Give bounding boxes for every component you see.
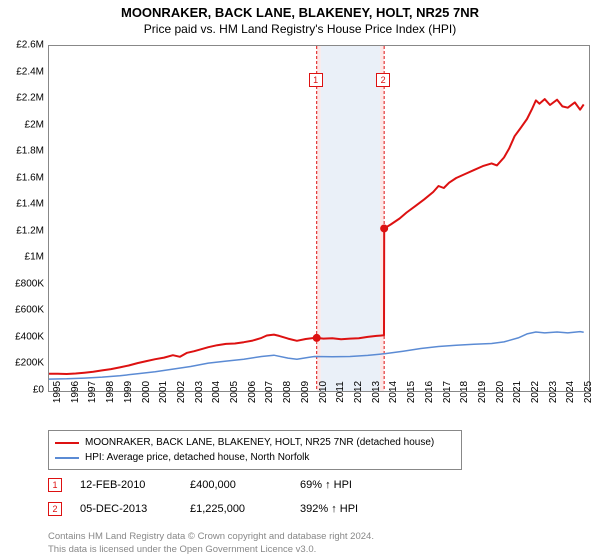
y-axis-tick-label: £1.2M (16, 225, 44, 236)
x-axis-tick-label: 1997 (87, 381, 98, 403)
x-axis-tick-label: 2013 (371, 381, 382, 403)
x-axis-tick-label: 2022 (530, 381, 541, 403)
y-axis-tick-label: £600K (15, 305, 44, 316)
x-axis-tick-label: 2021 (512, 381, 523, 403)
y-axis-tick-label: £0 (33, 385, 44, 396)
x-axis-tick-label: 1995 (52, 381, 63, 403)
chart-marker-icon: 1 (309, 73, 323, 87)
legend-item: HPI: Average price, detached house, Nort… (55, 450, 455, 465)
x-axis-tick-label: 2012 (353, 381, 364, 403)
plot-area (48, 45, 590, 392)
sale-price: £400,000 (190, 479, 300, 491)
x-axis-tick-label: 2023 (548, 381, 559, 403)
sale-marker-icon: 1 (48, 478, 62, 492)
y-axis-tick-label: £2.6M (16, 40, 44, 51)
x-axis-tick-label: 2009 (300, 381, 311, 403)
x-axis-tick-label: 2014 (388, 381, 399, 403)
x-axis-tick-label: 2020 (495, 381, 506, 403)
chart-subtitle: Price paid vs. HM Land Registry's House … (0, 20, 600, 40)
legend: MOONRAKER, BACK LANE, BLAKENEY, HOLT, NR… (48, 430, 462, 470)
footer-line: Contains HM Land Registry data © Crown c… (48, 531, 374, 543)
x-axis-tick-label: 2024 (565, 381, 576, 403)
footer-line: This data is licensed under the Open Gov… (48, 544, 374, 556)
y-axis-tick-label: £800K (15, 278, 44, 289)
x-axis-tick-label: 2005 (229, 381, 240, 403)
sale-row: 1 12-FEB-2010 £400,000 69% ↑ HPI (48, 478, 352, 492)
x-axis-tick-label: 2007 (264, 381, 275, 403)
x-axis-tick-label: 2016 (424, 381, 435, 403)
x-axis-tick-label: 2004 (211, 381, 222, 403)
y-axis-tick-label: £1.6M (16, 172, 44, 183)
sale-marker-icon: 2 (48, 502, 62, 516)
x-axis-tick-label: 1999 (123, 381, 134, 403)
chart-title: MOONRAKER, BACK LANE, BLAKENEY, HOLT, NR… (0, 0, 600, 20)
sale-price: £1,225,000 (190, 503, 300, 515)
sale-delta: 69% ↑ HPI (300, 479, 352, 491)
x-axis-tick-label: 2008 (282, 381, 293, 403)
x-axis-tick-label: 2015 (406, 381, 417, 403)
sale-row: 2 05-DEC-2013 £1,225,000 392% ↑ HPI (48, 502, 358, 516)
x-axis-tick-label: 2018 (459, 381, 470, 403)
chart-marker-icon: 2 (376, 73, 390, 87)
legend-swatch (55, 442, 79, 444)
y-axis-tick-label: £200K (15, 358, 44, 369)
sale-date: 12-FEB-2010 (80, 479, 190, 491)
x-axis-tick-label: 2017 (442, 381, 453, 403)
y-axis-tick-label: £1.4M (16, 199, 44, 210)
legend-label: HPI: Average price, detached house, Nort… (85, 450, 309, 465)
x-axis-tick-label: 1996 (70, 381, 81, 403)
y-axis-tick-label: £2M (25, 119, 44, 130)
y-axis-tick-label: £1M (25, 252, 44, 263)
sale-date: 05-DEC-2013 (80, 503, 190, 515)
y-axis-tick-label: £2.2M (16, 93, 44, 104)
x-axis-tick-label: 2002 (176, 381, 187, 403)
y-axis-tick-label: £1.8M (16, 146, 44, 157)
legend-swatch (55, 457, 79, 459)
x-axis-tick-label: 2001 (158, 381, 169, 403)
x-axis-tick-label: 2019 (477, 381, 488, 403)
x-axis-tick-label: 2003 (194, 381, 205, 403)
x-axis-tick-label: 2025 (583, 381, 594, 403)
x-axis-tick-label: 2000 (141, 381, 152, 403)
x-axis-tick-label: 2011 (335, 381, 346, 403)
x-axis-tick-label: 1998 (105, 381, 116, 403)
y-axis-tick-label: £2.4M (16, 66, 44, 77)
x-axis-tick-label: 2010 (318, 381, 329, 403)
legend-label: MOONRAKER, BACK LANE, BLAKENEY, HOLT, NR… (85, 435, 434, 450)
footer-attribution: Contains HM Land Registry data © Crown c… (48, 531, 374, 556)
x-axis-tick-label: 2006 (247, 381, 258, 403)
sale-delta: 392% ↑ HPI (300, 503, 358, 515)
legend-item: MOONRAKER, BACK LANE, BLAKENEY, HOLT, NR… (55, 435, 455, 450)
y-axis-tick-label: £400K (15, 331, 44, 342)
